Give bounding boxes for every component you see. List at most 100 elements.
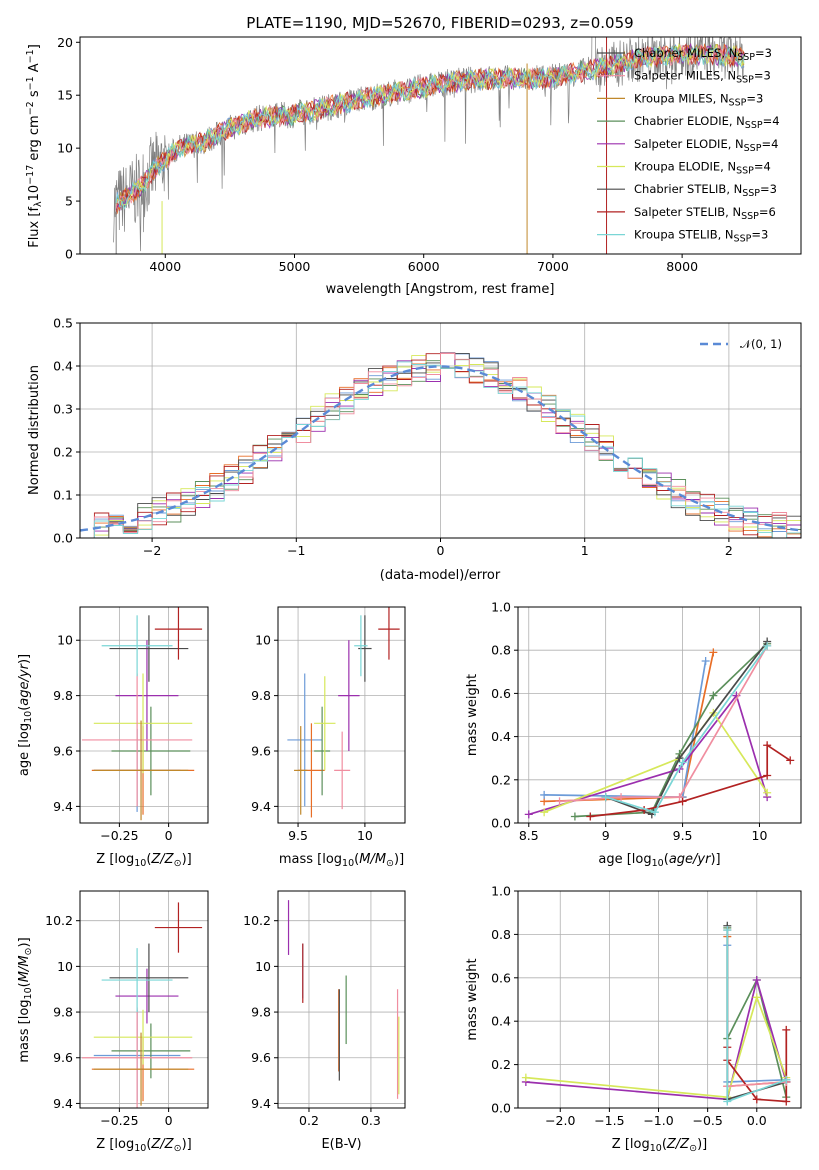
axes-frame <box>79 890 209 1109</box>
y-tick-label: 9.8 <box>53 688 73 703</box>
y-tick-label: 0.0 <box>491 1101 511 1116</box>
plot-area-age-vs-mass <box>287 607 400 818</box>
legend-label: Kroupa STELIB, NSSP=3 <box>634 228 768 245</box>
x-tick-label: 0.3 <box>361 1113 381 1128</box>
plot-area-spectrum <box>113 37 745 254</box>
x-tick-label: 10 <box>357 828 373 843</box>
y-tick-label: 10.2 <box>45 913 73 928</box>
axes-frame <box>79 606 209 824</box>
y-axis-label: Normed distribution <box>27 365 42 495</box>
weight-line <box>574 643 768 818</box>
weight-marker <box>782 1075 791 1084</box>
weight-line <box>559 645 768 803</box>
y-tick-label: 9.6 <box>53 744 73 759</box>
x-tick-label: 0.0 <box>747 1113 767 1128</box>
axes-frame <box>79 322 802 539</box>
figure-title: PLATE=1190, MJD=52670, FIBERID=0293, z=0… <box>246 14 633 32</box>
legend-label: Chabrier MILES, NSSP=3 <box>634 46 772 63</box>
x-axis-label: Z [log10(Z/Z⊙)] <box>96 1137 191 1154</box>
axes-frame <box>79 36 802 255</box>
legend-label: 𝒩(0, 1) <box>740 337 782 351</box>
y-tick-label: 9.8 <box>251 688 271 703</box>
model-spectrum <box>115 45 745 210</box>
weight-line <box>590 743 791 818</box>
plot-area-age-vs-Z <box>81 607 203 821</box>
y-tick-label: 0.4 <box>53 359 73 374</box>
x-tick-label: 7000 <box>537 259 569 274</box>
y-tick-label: 1.0 <box>491 884 511 899</box>
weight-marker <box>678 758 687 767</box>
y-axis-label: Flux [fλ10−17 erg cm−2 s−1 A−1] <box>25 44 44 248</box>
y-tick-label: 9.4 <box>53 1096 73 1111</box>
weight-marker <box>782 1025 791 1034</box>
legend-label: Salpeter MILES, NSSP=3 <box>634 69 771 86</box>
x-tick-label: −0.5 <box>692 1113 722 1128</box>
weight-marker <box>786 756 795 765</box>
y-tick-label: 9.6 <box>251 744 271 759</box>
model-spectrum <box>115 43 745 214</box>
y-tick-label: 0.1 <box>53 488 73 503</box>
y-tick-label: 0 <box>65 247 73 262</box>
weight-marker <box>675 793 684 802</box>
residual-histogram <box>80 353 801 538</box>
weight-marker <box>555 797 564 806</box>
y-tick-label: 1.0 <box>491 600 511 615</box>
y-axis-label: mass [log10(M/M⊙)] <box>17 937 34 1062</box>
axes-frame <box>277 606 406 824</box>
weight-marker <box>524 810 533 819</box>
x-axis-label: E(B-V) <box>321 1137 361 1152</box>
y-tick-label: 9.4 <box>251 1096 271 1111</box>
y-tick-label: 10 <box>57 959 73 974</box>
y-tick-label: 9.8 <box>251 1005 271 1020</box>
x-tick-label: 9.5 <box>673 828 693 843</box>
y-tick-label: 5 <box>65 194 73 209</box>
y-tick-label: 0.2 <box>53 445 73 460</box>
y-tick-label: 10 <box>255 633 271 648</box>
y-tick-label: 9.4 <box>251 799 271 814</box>
x-axis-label: Z [log10(Z/Z⊙)] <box>96 852 191 869</box>
y-tick-label: 0.2 <box>491 1057 511 1072</box>
x-tick-label: 10 <box>752 828 768 843</box>
weight-marker <box>617 793 626 802</box>
weight-marker <box>763 788 772 797</box>
legend-label: Salpeter ELODIE, NSSP=4 <box>634 137 778 154</box>
y-tick-label: 0.8 <box>491 643 511 658</box>
y-tick-label: 10 <box>57 141 73 156</box>
x-tick-label: −2.0 <box>545 1113 575 1128</box>
x-tick-label: 0 <box>165 828 173 843</box>
x-tick-label: −2 <box>143 543 161 558</box>
y-tick-label: 0.4 <box>491 1014 511 1029</box>
weight-line <box>544 660 707 798</box>
y-tick-label: 0.6 <box>491 686 511 701</box>
x-tick-label: 9.5 <box>288 828 308 843</box>
axes-residuals: −2 −1 0 1 2 0.0 0.1 0.2 0.3 0.4 0.5 𝒩(0, 1) (data-mo… <box>27 316 802 583</box>
legend: Chabrier MILES, NSSP=3 Salpeter MILES, NS… <box>597 46 780 245</box>
y-tick-label: 10 <box>255 959 271 974</box>
weight-line <box>528 693 769 816</box>
legend-label: Kroupa ELODIE, NSSP=4 <box>634 160 771 177</box>
axes-spectrum: 4000 5000 6000 7000 8000 0 5 10 15 20 wavelength [… <box>25 35 802 297</box>
axes-age-vs-mass: 9.5 10 9.4 9.6 9.8 10 mass [log10(M/M⊙)] <box>251 606 406 869</box>
x-tick-label: −1.0 <box>643 1113 673 1128</box>
weight-marker <box>601 793 610 802</box>
axes-mass-vs-Z: −0.25 0 9.4 9.6 9.8 10 10.2 Z [log10(Z/Z⊙)] mass… <box>17 890 209 1154</box>
weight-marker <box>752 975 761 984</box>
legend-label: Salpeter STELIB, NSSP=6 <box>634 205 776 222</box>
weight-marker <box>763 641 772 650</box>
x-tick-label: 8.5 <box>519 828 539 843</box>
y-tick-label: 10 <box>57 633 73 648</box>
y-tick-label: 0.5 <box>53 316 73 331</box>
axes-frame <box>517 606 802 824</box>
x-axis-label: Z [log10(Z/Z⊙)] <box>612 1137 707 1154</box>
plot-area-mass-vs-EBV <box>287 900 400 1099</box>
y-tick-label: 9.6 <box>53 1050 73 1065</box>
x-tick-label: 5000 <box>279 259 311 274</box>
weight-marker <box>521 1073 530 1082</box>
weight-marker <box>709 648 718 657</box>
x-tick-label: −0.25 <box>100 828 138 843</box>
y-tick-label: 10.2 <box>243 913 271 928</box>
y-axis-label: age [log10(age/yr)] <box>17 654 34 776</box>
weight-line <box>605 641 768 816</box>
legend-label: Chabrier ELODIE, NSSP=4 <box>634 114 780 131</box>
